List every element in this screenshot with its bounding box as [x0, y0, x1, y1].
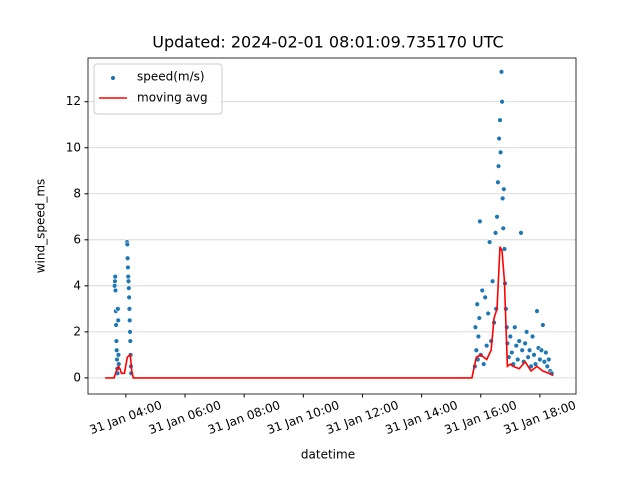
legend-label: moving avg	[137, 91, 208, 105]
scatter-point	[479, 287, 485, 294]
scatter-point	[497, 117, 503, 123]
y-tick-label: 2	[73, 324, 81, 338]
x-axis-label: datetime	[301, 448, 355, 462]
scatter-point	[546, 356, 552, 363]
legend-box	[93, 63, 223, 115]
scatter-point	[482, 294, 488, 301]
scatter-point	[126, 294, 132, 301]
scatter-point	[113, 322, 119, 328]
scatter-point	[489, 278, 496, 284]
plot-frame	[87, 57, 577, 395]
y-axis-label: wind_speed_ms	[34, 179, 48, 274]
chart-title: Updated: 2024-02-01 08:01:09.735170 UTC	[152, 33, 503, 52]
scatter-point	[126, 285, 132, 291]
scatter-point	[125, 273, 131, 280]
scatter-point	[472, 324, 479, 330]
scatter-point	[127, 338, 133, 344]
scatter-point	[483, 342, 490, 349]
scatter-point	[538, 347, 545, 353]
scatter-point	[526, 347, 533, 353]
scatter-point	[516, 338, 522, 344]
scatter-point	[124, 255, 131, 261]
scatter-point	[496, 135, 502, 142]
scatter-point	[518, 230, 524, 236]
y-tick-label: 0	[73, 370, 81, 384]
y-tick-label: 10	[66, 140, 81, 154]
scatter-point	[485, 310, 491, 317]
scatter-point	[114, 356, 120, 363]
scatter-point	[494, 214, 500, 220]
scatter-point	[537, 356, 543, 363]
scatter-point	[112, 278, 118, 284]
scatter-point	[499, 99, 505, 105]
scatter-point	[126, 306, 133, 312]
scatter-point	[543, 349, 549, 356]
scatter-point	[115, 352, 122, 358]
scatter-point	[507, 333, 514, 340]
scatter-point	[476, 315, 482, 321]
y-tick-label: 4	[73, 278, 81, 292]
scatter-point	[115, 317, 121, 324]
scatter-point	[495, 163, 502, 169]
scatter-point	[534, 308, 540, 314]
scatter-point	[125, 264, 131, 271]
scatter-point	[525, 354, 531, 360]
scatter-point	[509, 349, 515, 356]
scatter-point	[127, 317, 133, 324]
scatter-point	[112, 273, 118, 280]
scatter-point	[474, 301, 480, 307]
scatter-point	[475, 333, 482, 340]
scatter-point	[124, 241, 131, 248]
scatter-point	[113, 338, 120, 344]
scatter-point	[512, 324, 518, 330]
scatter-point	[540, 322, 546, 328]
y-tick-label: 8	[73, 186, 81, 200]
scatter-point	[501, 246, 508, 252]
scatter-point	[113, 347, 120, 353]
scatter-point	[115, 306, 121, 312]
scatter-point	[473, 347, 480, 353]
scatter-point	[541, 359, 548, 365]
scatter-point	[492, 230, 499, 236]
scatter-point	[112, 287, 119, 294]
line	[105, 246, 554, 379]
scatter-point	[515, 356, 521, 363]
scatter-point	[532, 361, 539, 367]
scatter-point	[477, 218, 483, 225]
scatter-point	[500, 225, 506, 232]
legend-marker	[110, 75, 116, 81]
scatter-point	[499, 195, 506, 202]
scatter-point	[501, 186, 507, 192]
y-tick-label: 6	[73, 232, 81, 246]
scatter-point	[127, 329, 133, 335]
scatter-point	[486, 239, 493, 245]
y-tick-label: 12	[66, 94, 81, 108]
scatter-point	[531, 352, 537, 358]
scatter-point	[529, 333, 536, 340]
scatter-point	[544, 363, 551, 370]
legend-label: speed(m/s)	[137, 70, 205, 84]
scatter-point	[523, 329, 530, 335]
scatter-point	[481, 361, 487, 367]
scatter-point	[111, 283, 118, 289]
scatter-point	[495, 179, 501, 185]
scatter-point	[513, 342, 519, 349]
scatter-point	[522, 340, 528, 347]
scatter-point	[519, 347, 525, 353]
scatter-point	[125, 278, 132, 284]
scatter-point	[498, 69, 505, 75]
scatter-point	[497, 149, 504, 156]
